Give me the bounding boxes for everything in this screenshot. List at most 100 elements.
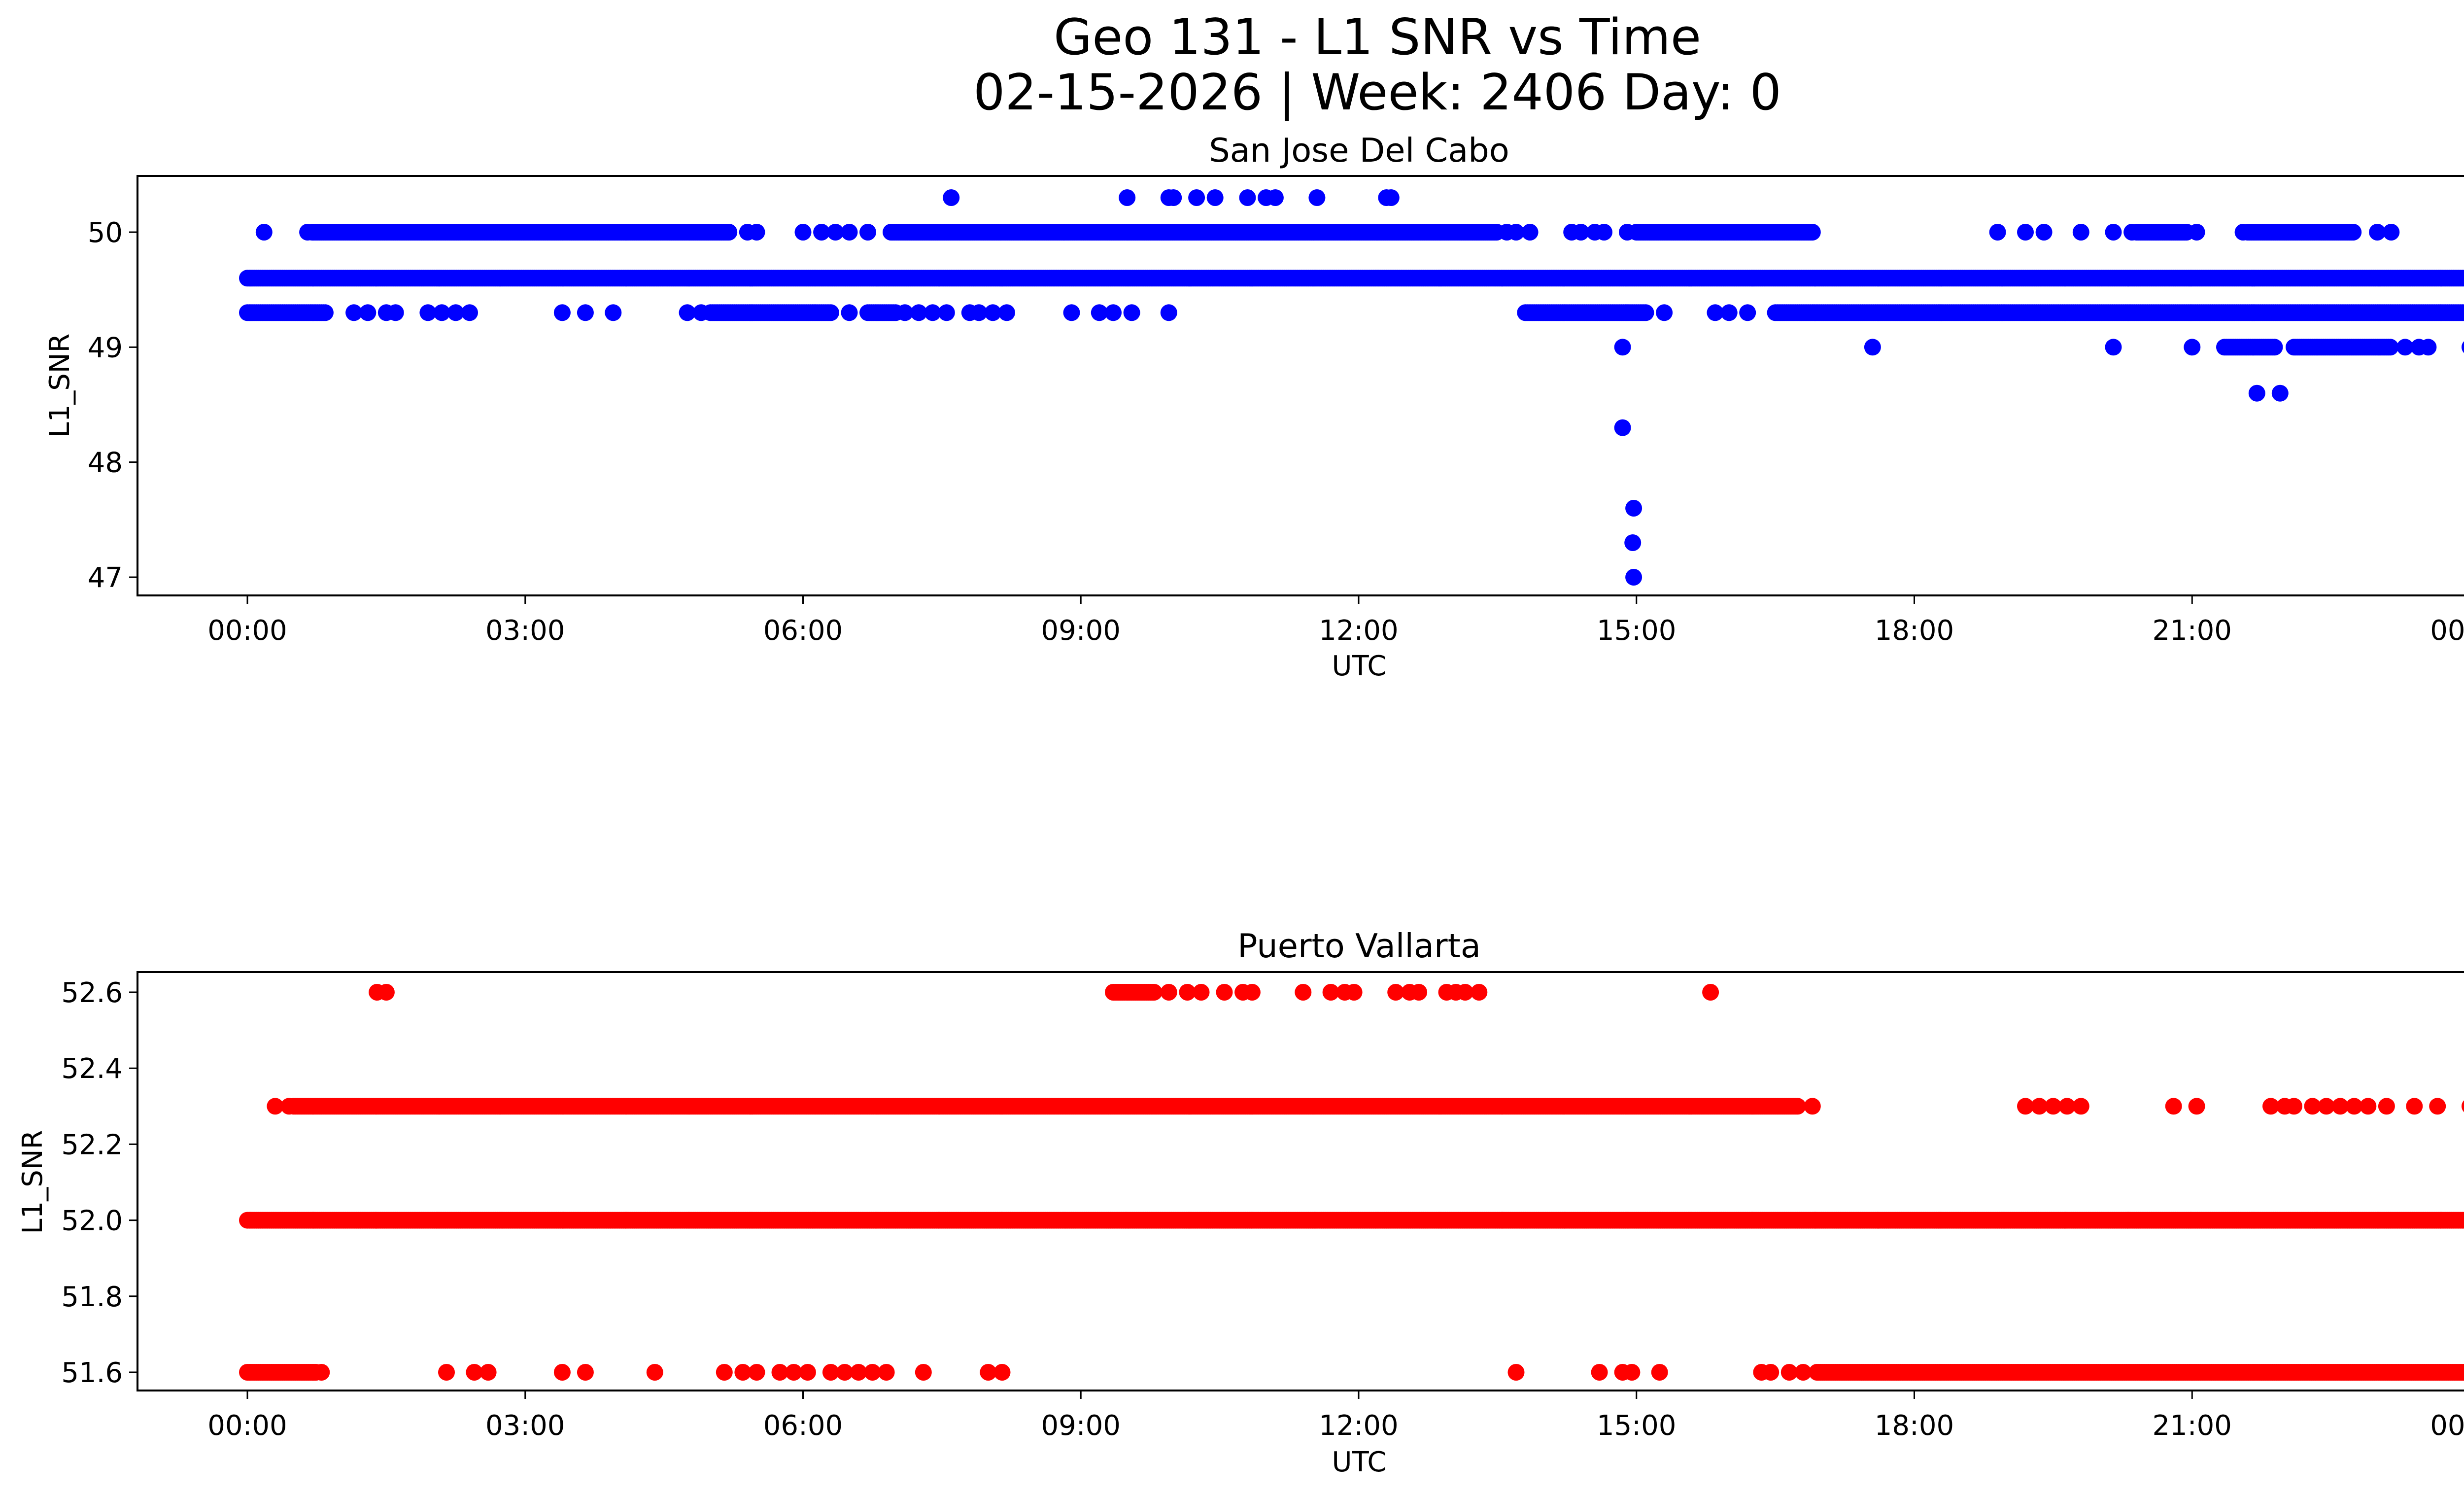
scatter-series-bottom — [239, 984, 2464, 1381]
data-point — [577, 304, 594, 321]
data-point — [813, 224, 830, 241]
data-point — [2072, 1098, 2089, 1115]
x-tick-label: 09:00 — [1041, 615, 1121, 647]
data-point — [1614, 419, 1631, 436]
snr-level-49-6 — [239, 270, 2464, 287]
data-point — [1521, 224, 1539, 241]
x-tick-label: 18:00 — [1875, 615, 1954, 647]
scatter-series-top — [239, 189, 2464, 586]
data-point — [2345, 224, 2362, 241]
data-point — [1295, 984, 1312, 1001]
data-point — [2123, 224, 2141, 241]
data-point — [1625, 500, 1643, 517]
data-point — [2382, 339, 2399, 356]
data-point — [720, 224, 738, 241]
data-point — [1637, 304, 1654, 321]
snr-level-51-6 — [239, 1364, 2464, 1381]
data-point — [433, 304, 450, 321]
data-point — [2304, 1098, 2321, 1115]
data-point — [2072, 224, 2089, 241]
data-point — [1702, 984, 1719, 1001]
data-point — [1471, 984, 1488, 1001]
snr-level-47-6 — [1625, 500, 1643, 517]
data-point — [943, 189, 960, 206]
data-point — [1614, 339, 1631, 356]
snr-level-52-3 — [267, 1098, 2464, 1115]
data-point — [1063, 304, 1080, 321]
snr-level-48-6 — [2248, 384, 2289, 402]
data-point — [2017, 224, 2034, 241]
data-point — [1105, 304, 1122, 321]
y-tick-label: 47 — [88, 562, 123, 594]
data-point — [1308, 189, 1326, 206]
x-tick-label: 21:00 — [2153, 615, 2232, 647]
snr-level-50-3 — [943, 189, 1400, 206]
data-point — [345, 304, 363, 321]
data-point — [1091, 304, 1108, 321]
data-point — [2234, 224, 2252, 241]
data-point — [280, 1098, 298, 1115]
y-tick-label: 48 — [88, 447, 123, 479]
data-point — [794, 224, 812, 241]
data-point — [841, 224, 858, 241]
x-tick-label: 12:00 — [1319, 615, 1398, 647]
data-point — [1789, 1098, 1806, 1115]
data-point — [359, 304, 376, 321]
data-point — [1624, 534, 1642, 551]
x-axis-top: 00:00 03:00 06:00 09:00 12:00 15:00 18:00 21:00… — [207, 595, 2464, 647]
data-point — [1739, 304, 1756, 321]
x-tick-label: 03:00 — [485, 615, 565, 647]
data-point — [299, 224, 316, 241]
data-point — [2462, 1214, 2464, 1226]
data-point — [2429, 1098, 2446, 1115]
axes-title-bottom: Puerto Vallarta — [1237, 927, 1481, 965]
data-point — [447, 304, 464, 321]
data-point — [1123, 304, 1140, 321]
data-point — [1322, 984, 1339, 1001]
data-point — [1619, 224, 1636, 241]
data-point — [1410, 984, 1428, 1001]
data-point — [1864, 339, 1881, 356]
data-point — [1804, 1098, 1821, 1115]
data-point — [841, 304, 858, 321]
data-point — [2378, 1098, 2395, 1115]
snr-level-50 — [255, 224, 2400, 241]
data-point — [2165, 1098, 2182, 1115]
data-point — [1119, 189, 1136, 206]
data-point — [2017, 1098, 2034, 1115]
data-point — [255, 224, 273, 241]
data-point — [1457, 984, 1474, 1001]
data-point — [1160, 984, 1177, 1001]
data-point — [679, 304, 696, 321]
data-point — [2286, 1098, 2302, 1115]
data-point — [2188, 1098, 2205, 1115]
data-point — [2346, 1098, 2363, 1115]
data-point — [2396, 339, 2414, 356]
data-point — [2420, 339, 2437, 356]
data-point — [1345, 984, 1363, 1001]
data-point — [1656, 304, 1673, 321]
data-point — [2105, 339, 2122, 356]
data-point — [2383, 224, 2400, 241]
data-point — [316, 304, 334, 321]
x-tick-label: 00:00 — [2430, 615, 2464, 647]
data-point — [1382, 189, 1400, 206]
x-tick-label: 15:00 — [1597, 615, 1676, 647]
data-point — [1266, 189, 1284, 206]
data-point — [1625, 569, 1643, 586]
data-point — [2188, 224, 2205, 241]
data-point — [2031, 1098, 2048, 1115]
data-point — [896, 304, 914, 321]
data-point — [2058, 1098, 2076, 1115]
data-point — [2248, 384, 2265, 402]
data-point — [1804, 224, 1821, 241]
data-point — [970, 304, 988, 321]
snr-level-48-3 — [1614, 419, 1631, 436]
data-point — [859, 224, 876, 241]
axes-title-top: San Jose Del Cabo — [1209, 131, 1509, 170]
data-point — [1239, 189, 1256, 206]
x-axis-label-top: UTC — [1332, 650, 1386, 682]
